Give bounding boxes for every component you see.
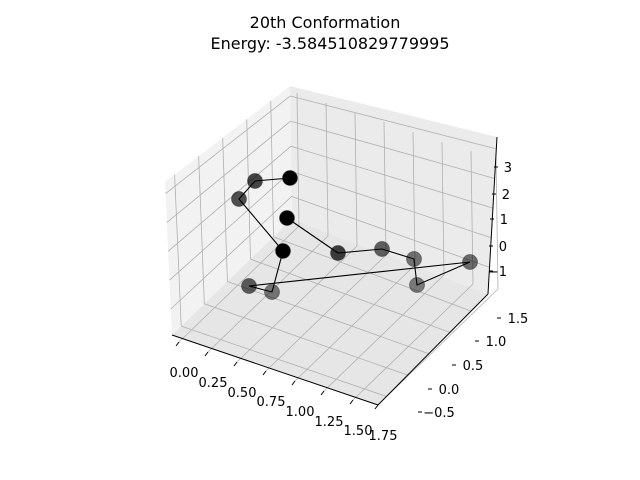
z-tick-label: 3 [504, 161, 512, 176]
data-point [462, 254, 478, 270]
data-point [247, 173, 263, 189]
y-axis-line [377, 293, 489, 406]
x-tick-label: 1.75 [369, 429, 398, 444]
x-tick-mark [233, 361, 238, 367]
x-tick-label: 1.00 [286, 405, 315, 420]
y-tick-label: 1.5 [508, 312, 529, 327]
z-tick-label: 1 [500, 213, 508, 228]
back-pane [290, 86, 497, 294]
x-tick-mark [291, 380, 296, 386]
x-tick-mark [175, 341, 180, 347]
data-point [275, 243, 291, 259]
z-tick-label: −1 [488, 265, 507, 280]
x-tick-label: 0.25 [199, 376, 228, 391]
x-tick-mark [262, 370, 267, 376]
x-tick-label: 1.50 [344, 424, 373, 439]
data-point [279, 210, 295, 226]
z-tick-label: 0 [499, 240, 507, 255]
y-axis-ticks: −0.5 0.00.51.01.5 [418, 312, 528, 421]
chart-subtitle: Energy: -3.584510829779995 [210, 34, 449, 53]
y-tick-label: 0.5 [463, 359, 484, 374]
data-point [264, 284, 280, 300]
data-point [282, 170, 298, 186]
conformation-points [231, 170, 478, 300]
grid-lines [165, 92, 499, 406]
y-tick-label: 1.0 [486, 335, 507, 350]
x-tick-mark [374, 404, 379, 410]
data-point [330, 245, 346, 261]
y-tick-label: −0.5 [423, 406, 455, 421]
x-axis-ticks: 0.000.250.500.751.001.251.501.75 [170, 341, 398, 444]
z-tick-label: 2 [502, 188, 510, 203]
axis-lines [171, 136, 498, 406]
x-tick-label: 0.75 [257, 395, 286, 410]
data-point [241, 278, 257, 294]
data-point [231, 191, 247, 207]
x-tick-label: 0.00 [170, 366, 199, 381]
chart-title: 20th Conformation [250, 13, 401, 32]
z-axis-line [487, 136, 498, 295]
y-tick-label: 0.0 [439, 383, 460, 398]
floor-pane [172, 219, 488, 405]
x-tick-mark [204, 351, 209, 357]
x-tick-mark [349, 399, 354, 405]
left-pane [165, 86, 292, 335]
data-point [409, 277, 425, 293]
data-point [374, 241, 390, 257]
x-tick-label: 0.50 [228, 386, 257, 401]
data-point [406, 251, 422, 267]
x-tick-label: 1.25 [315, 415, 344, 430]
x-tick-mark [320, 390, 325, 396]
x-axis-line [171, 334, 379, 406]
z-axis-ticks: −1 0 1 2 3 [488, 161, 512, 280]
